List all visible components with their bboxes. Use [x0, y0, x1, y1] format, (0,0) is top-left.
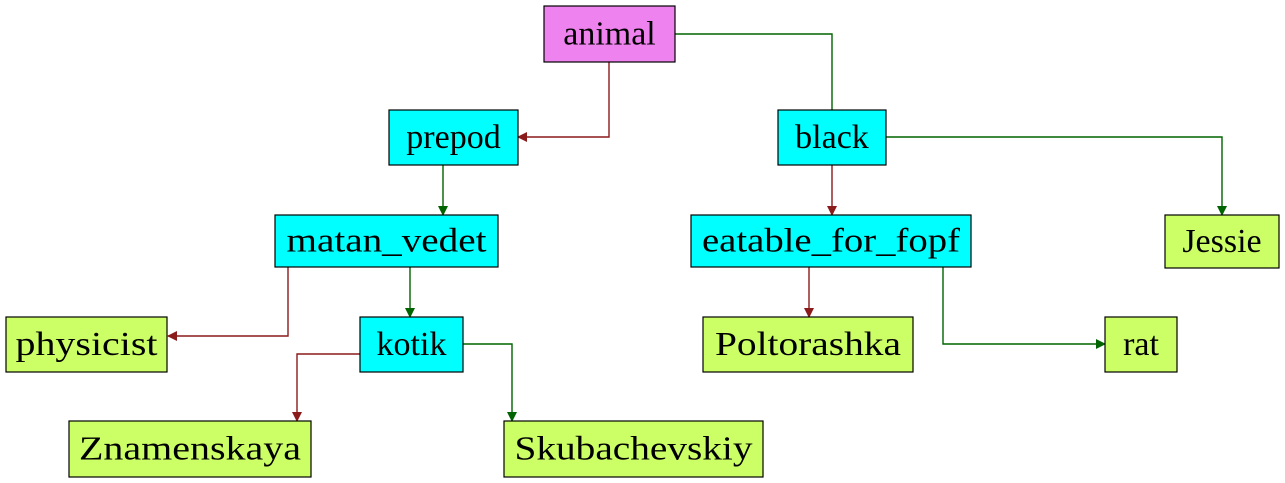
node-black-label: black: [795, 119, 869, 156]
node-animal-label: animal: [563, 16, 656, 53]
node-kotik-label: kotik: [377, 326, 447, 363]
node-prepod: prepod: [388, 109, 519, 166]
node-skubachevskiy: Skubachevskiy: [503, 420, 764, 478]
node-jessie-label: Jessie: [1182, 223, 1261, 260]
edge-kotik-znamenskaya: [292, 353, 360, 422]
node-eatable-for-fopf-label: eatable_for_fopf: [702, 223, 961, 260]
edge-animal-prepod: [517, 62, 610, 142]
node-jessie: Jessie: [1164, 214, 1280, 269]
edge-matan-vedet-physicist: [167, 267, 289, 341]
node-rat-label: rat: [1123, 326, 1159, 363]
node-kotik: kotik: [359, 316, 464, 373]
edge-black-jessie: [886, 136, 1227, 216]
edge-eatable-rat: [942, 267, 1106, 349]
node-znamenskaya-label: Znamenskaya: [79, 431, 301, 468]
node-prepod-label: prepod: [406, 119, 500, 156]
node-poltorashka-label: Poltorashka: [715, 326, 901, 363]
node-black: black: [777, 109, 887, 166]
node-skubachevskiy-label: Skubachevskiy: [515, 431, 753, 468]
node-physicist: physicist: [5, 316, 168, 373]
edge-kotik-skubachevskiy: [463, 343, 517, 422]
node-poltorashka: Poltorashka: [702, 316, 914, 373]
node-matan-vedet: matan_vedet: [274, 214, 499, 268]
node-eatable-for-fopf: eatable_for_fopf: [690, 214, 972, 268]
node-matan-vedet-label: matan_vedet: [287, 223, 488, 260]
edge-animal-black: [675, 33, 837, 121]
node-rat: rat: [1104, 316, 1178, 373]
node-znamenskaya: Znamenskaya: [68, 420, 312, 478]
node-animal: animal: [543, 5, 676, 63]
node-physicist-label: physicist: [16, 326, 159, 363]
